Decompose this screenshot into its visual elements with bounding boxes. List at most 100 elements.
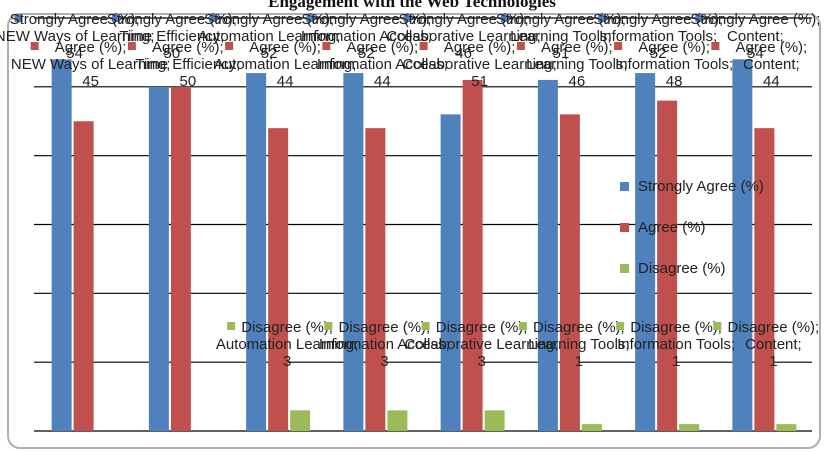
data-label-group: Strongly Agree (%); Information Tools; 52 <box>593 11 723 62</box>
data-label-group: Strongly Agree (%); Content; 54 <box>690 11 820 62</box>
bar-strongly-6 <box>635 73 656 432</box>
data-label: Strongly Agree (%); NEW Ways of Learning;… <box>0 11 154 62</box>
data-label: Agree (%); NEW Ways of Learning; 45 <box>11 39 171 90</box>
chart-title: Engagement with the Web Technologies <box>268 0 556 11</box>
data-label-group: Strongly Agree (%); Time Efficiency; 50 <box>107 11 237 62</box>
bar-disagree-6 <box>679 424 700 431</box>
data-label: Strongly Agree (%); Learning Tools; 51 <box>496 11 626 62</box>
bar-disagree-3 <box>387 410 408 431</box>
data-label-key <box>306 14 315 22</box>
bar-agree-5 <box>559 114 580 431</box>
bar-agree-0 <box>73 121 94 431</box>
bar-strongly-5 <box>537 79 558 431</box>
legend-swatch <box>620 264 629 273</box>
data-label: Disagree (%); Information Access; 3 <box>319 319 450 370</box>
data-label-key <box>711 42 720 50</box>
data-label-group: Strongly Agree (%); Collaborative Learnin… <box>386 11 540 62</box>
bar-disagree-2 <box>290 410 311 431</box>
data-label-key <box>516 42 525 50</box>
data-label-group: Disagree (%); Information Tools; 1 <box>616 319 735 370</box>
bar-strongly-7 <box>732 59 753 432</box>
bar-disagree-5 <box>581 424 602 431</box>
data-label-key <box>209 14 218 22</box>
data-label: Agree (%); Information Tools; 48 <box>615 39 733 90</box>
data-label-key <box>14 14 23 22</box>
data-label-group: Agree (%); Collaborative Learning; 51 <box>402 39 556 90</box>
data-label-key <box>403 14 412 22</box>
legend-swatch <box>620 223 629 232</box>
bar-agree-4 <box>462 79 483 431</box>
data-label-group: Agree (%); NEW Ways of Learning; 45 <box>11 39 171 90</box>
data-label-key <box>713 322 722 330</box>
data-label: Disagree (%); Content; 1 <box>728 319 820 370</box>
data-label-group: Agree (%); Automation Learning; 44 <box>214 39 357 90</box>
data-label-group: Strongly Agree (%); Automation Learning; 5… <box>198 11 341 62</box>
bar-agree-7 <box>754 128 775 431</box>
data-label-group: Agree (%); Time Efficiency; 50 <box>127 39 240 90</box>
legend: Strongly Agree (%) Agree (%) Disagree (%) <box>620 178 764 277</box>
data-label-group: Agree (%); Learning Tools; 46 <box>516 39 628 90</box>
data-label-key <box>598 14 607 22</box>
legend-entry: Disagree (%) <box>638 260 726 277</box>
data-label: Disagree (%); Collaborative Learning; 3 <box>404 319 558 370</box>
data-label-key <box>127 42 136 50</box>
bar-strongly-0 <box>51 59 72 432</box>
legend-entry: Strongly Agree (%) <box>638 178 764 195</box>
data-label: Agree (%); Learning Tools; 46 <box>526 39 627 90</box>
data-label-key <box>500 14 509 22</box>
data-label-key <box>421 322 430 330</box>
bar-agree-1 <box>170 86 191 431</box>
data-label-group: Disagree (%); Learning Tools; 1 <box>518 319 630 370</box>
bar-agree-6 <box>657 100 678 431</box>
data-label-group: Disagree (%); Content; 1 <box>713 319 819 370</box>
data-label: Agree (%); Collaborative Learning; 51 <box>402 39 556 90</box>
bar-strongly-2 <box>246 73 267 432</box>
data-label: Agree (%); Content; 44 <box>736 39 808 90</box>
data-label-group: Strongly Agree (%); Information Access; 52 <box>301 11 432 62</box>
data-label-group: Strongly Agree (%); Learning Tools; 51 <box>496 11 626 62</box>
data-label: Strongly Agree (%); Information Tools; 52 <box>593 11 723 62</box>
data-label: Strongly Agree (%); Time Efficiency; 50 <box>107 11 237 62</box>
data-label-group: Disagree (%); Automation Learning; 3 <box>216 319 359 370</box>
bars <box>51 59 797 432</box>
legend-entry: Agree (%) <box>638 219 706 236</box>
data-label: Strongly Agree (%); Information Access; 52 <box>301 11 432 62</box>
bar-disagree-4 <box>484 410 505 431</box>
data-label-key <box>227 322 236 330</box>
bar-agree-3 <box>365 128 386 431</box>
bar-strongly-4 <box>440 114 461 431</box>
data-label-key <box>419 42 428 50</box>
data-label: Strongly Agree (%); Collaborative Learnin… <box>386 11 540 62</box>
data-label-key <box>30 42 39 50</box>
data-label-key <box>695 14 704 22</box>
data-label: Agree (%); Automation Learning; 44 <box>214 39 357 90</box>
data-label-key <box>616 322 625 330</box>
data-label-key <box>225 42 234 50</box>
data-label-group: Disagree (%); Collaborative Learning; 3 <box>404 319 558 370</box>
bar-strongly-1 <box>148 86 169 431</box>
data-label-group: Strongly Agree (%); NEW Ways of Learning;… <box>0 11 154 62</box>
bar-strongly-3 <box>343 73 364 432</box>
data-label: Agree (%); Time Efficiency; 50 <box>135 39 240 90</box>
data-label-group: Agree (%); Information Tools; 48 <box>614 39 733 90</box>
data-label: Strongly Agree (%); Content; 54 <box>690 11 820 62</box>
data-label-group: Agree (%); Information Access; 44 <box>317 39 448 90</box>
bar-agree-2 <box>268 128 289 431</box>
data-label-key <box>518 322 527 330</box>
data-label: Strongly Agree (%); Automation Learning; 5… <box>198 11 341 62</box>
data-label: Disagree (%); Learning Tools; 1 <box>528 319 629 370</box>
data-label-group: Disagree (%); Information Access; 3 <box>319 319 450 370</box>
data-label-key <box>111 14 120 22</box>
data-labels: Strongly Agree (%); NEW Ways of Learning;… <box>0 11 820 370</box>
data-label-key <box>614 42 623 50</box>
chart-frame <box>7 13 821 449</box>
data-label-key <box>324 322 333 330</box>
data-label: Agree (%); Information Access; 44 <box>317 39 448 90</box>
data-label: Disagree (%); Information Tools; 1 <box>617 319 735 370</box>
bar-disagree-7 <box>776 424 797 431</box>
data-label-group: Agree (%); Content; 44 <box>711 39 807 90</box>
legend-swatch <box>620 182 629 191</box>
data-label-key <box>322 42 331 50</box>
